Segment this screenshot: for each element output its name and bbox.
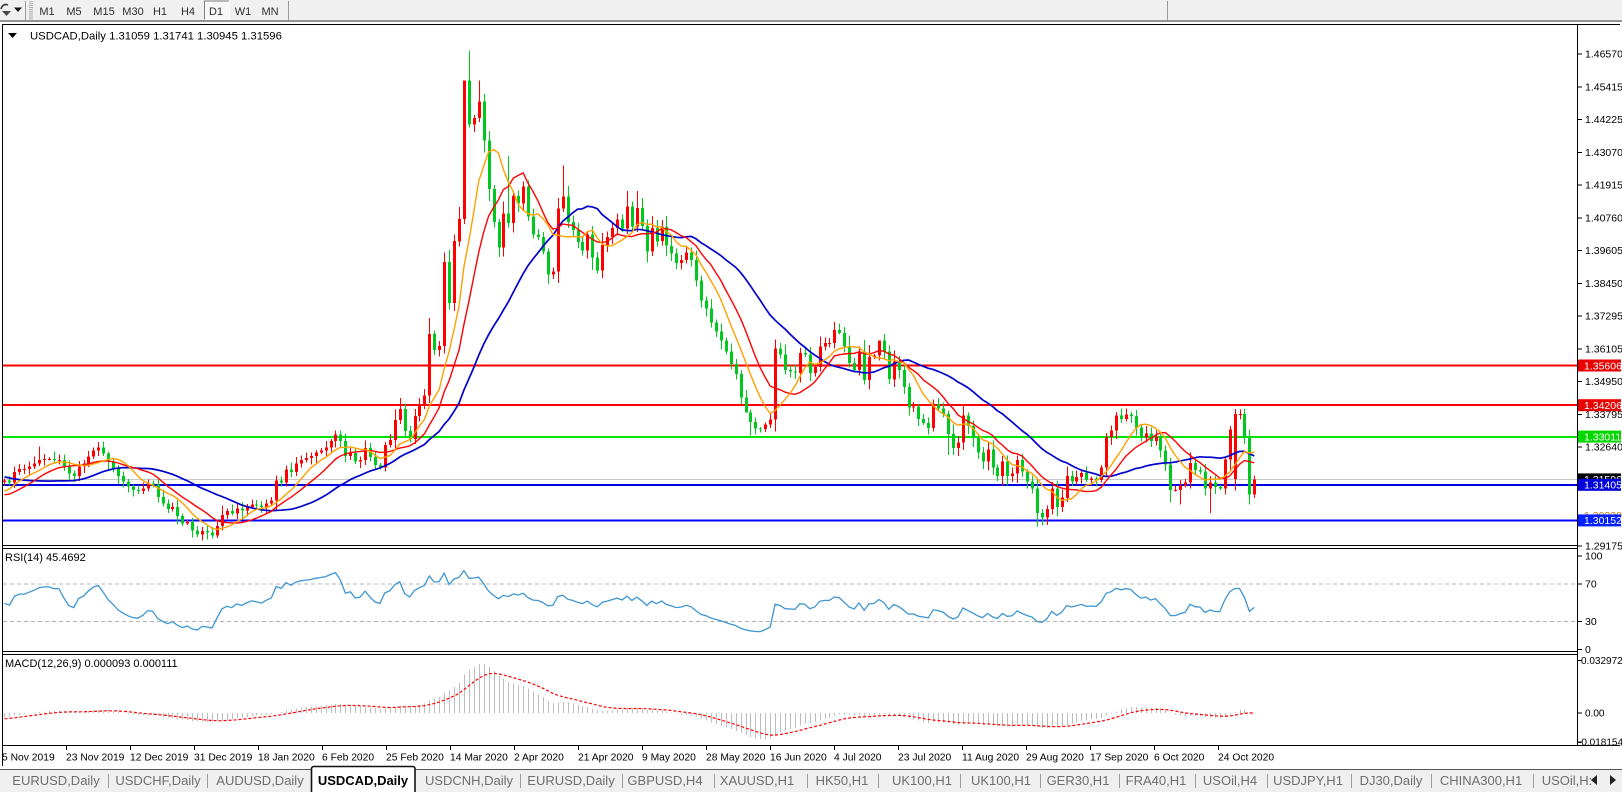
svg-text:1.34950: 1.34950 xyxy=(1585,376,1622,388)
svg-text:AUDUSD,Daily: AUDUSD,Daily xyxy=(216,773,304,788)
svg-text:25 Feb 2020: 25 Feb 2020 xyxy=(386,753,444,764)
svg-text:USOil,H:: USOil,H: xyxy=(1542,773,1593,788)
svg-text:CHINA300,H1: CHINA300,H1 xyxy=(1440,773,1522,788)
svg-text:18 Jan 2020: 18 Jan 2020 xyxy=(258,753,315,764)
svg-text:17 Sep 2020: 17 Sep 2020 xyxy=(1090,753,1149,764)
svg-text:5 Nov 2019: 5 Nov 2019 xyxy=(2,753,55,764)
svg-text:UK100,H1: UK100,H1 xyxy=(971,773,1031,788)
svg-text:31 Dec 2019: 31 Dec 2019 xyxy=(194,753,253,764)
svg-text:21 Apr 2020: 21 Apr 2020 xyxy=(578,753,634,764)
svg-text:100: 100 xyxy=(1585,551,1603,563)
svg-text:GER30,H1: GER30,H1 xyxy=(1047,773,1110,788)
svg-text:28 May 2020: 28 May 2020 xyxy=(706,753,766,764)
svg-text:1.37295: 1.37295 xyxy=(1585,311,1622,323)
svg-text:1.34206: 1.34206 xyxy=(1584,400,1622,412)
svg-text:1.40760: 1.40760 xyxy=(1585,212,1622,224)
svg-text:USOil,H4: USOil,H4 xyxy=(1203,773,1257,788)
svg-text:70: 70 xyxy=(1585,579,1597,591)
svg-text:1.36105: 1.36105 xyxy=(1585,343,1622,355)
svg-text:-0.018154: -0.018154 xyxy=(1578,737,1622,748)
svg-text:0: 0 xyxy=(1585,644,1591,656)
svg-text:M15: M15 xyxy=(93,6,114,18)
svg-text:USDJPY,H1: USDJPY,H1 xyxy=(1273,773,1343,788)
svg-text:0.00: 0.00 xyxy=(1585,709,1605,720)
svg-text:11 Aug 2020: 11 Aug 2020 xyxy=(962,753,1019,764)
svg-text:1.39605: 1.39605 xyxy=(1585,245,1622,257)
svg-text:23 Nov 2019: 23 Nov 2019 xyxy=(66,753,125,764)
svg-text:M30: M30 xyxy=(122,6,143,18)
svg-text:H1: H1 xyxy=(153,6,167,18)
svg-text:MACD(12,26,9) 0.000093 0.00011: MACD(12,26,9) 0.000093 0.000111 xyxy=(5,658,178,670)
svg-text:D1: D1 xyxy=(209,6,223,18)
svg-text:1.44225: 1.44225 xyxy=(1585,114,1622,126)
svg-text:6 Feb 2020: 6 Feb 2020 xyxy=(322,753,374,764)
svg-text:GBPUSD,H4: GBPUSD,H4 xyxy=(627,773,702,788)
svg-text:14 Mar 2020: 14 Mar 2020 xyxy=(450,753,508,764)
svg-text:6 Oct 2020: 6 Oct 2020 xyxy=(1154,753,1205,764)
svg-text:2 Apr 2020: 2 Apr 2020 xyxy=(514,753,564,764)
svg-text:1.38450: 1.38450 xyxy=(1585,278,1622,290)
svg-text:1.43070: 1.43070 xyxy=(1585,147,1622,159)
svg-text:W1: W1 xyxy=(235,6,252,18)
svg-text:1.45415: 1.45415 xyxy=(1585,81,1622,93)
svg-text:USDCNH,Daily: USDCNH,Daily xyxy=(425,773,514,788)
svg-text:USDCAD,Daily 1.31059 1.31741: USDCAD,Daily 1.31059 1.31741 1.30945 1.3… xyxy=(30,31,282,43)
svg-text:9 May 2020: 9 May 2020 xyxy=(642,753,696,764)
svg-text:24 Oct 2020: 24 Oct 2020 xyxy=(1218,753,1274,764)
svg-text:1.33795: 1.33795 xyxy=(1585,409,1622,421)
svg-text:30: 30 xyxy=(1585,616,1597,628)
svg-text:12 Dec 2019: 12 Dec 2019 xyxy=(130,753,189,764)
svg-text:29 Aug 2020: 29 Aug 2020 xyxy=(1026,753,1084,764)
svg-text:1.29175: 1.29175 xyxy=(1585,541,1622,553)
svg-text:16 Jun 2020: 16 Jun 2020 xyxy=(770,753,827,764)
svg-text:23 Jul 2020: 23 Jul 2020 xyxy=(898,753,952,764)
svg-text:M1: M1 xyxy=(39,6,54,18)
svg-text:1.30152: 1.30152 xyxy=(1584,515,1622,527)
svg-text:XAUUSD,H1: XAUUSD,H1 xyxy=(720,773,794,788)
svg-text:M5: M5 xyxy=(66,6,81,18)
svg-text:UK100,H1: UK100,H1 xyxy=(892,773,952,788)
svg-text:DJ30,Daily: DJ30,Daily xyxy=(1360,773,1423,788)
svg-text:1.35606: 1.35606 xyxy=(1584,360,1622,372)
svg-text:MN: MN xyxy=(261,6,278,18)
svg-text:H4: H4 xyxy=(181,6,195,18)
svg-text:RSI(14) 45.4692: RSI(14) 45.4692 xyxy=(5,552,86,564)
svg-text:1.31405: 1.31405 xyxy=(1584,480,1622,492)
svg-text:1.32640: 1.32640 xyxy=(1585,442,1622,454)
svg-text:USDCHF,Daily: USDCHF,Daily xyxy=(115,773,201,788)
svg-text:EURUSD,Daily: EURUSD,Daily xyxy=(12,773,100,788)
svg-text:FRA40,H1: FRA40,H1 xyxy=(1126,773,1187,788)
svg-text:USDCAD,Daily: USDCAD,Daily xyxy=(318,773,409,788)
svg-text:4 Jul 2020: 4 Jul 2020 xyxy=(834,753,882,764)
svg-text:EURUSD,Daily: EURUSD,Daily xyxy=(527,773,615,788)
svg-text:1.41915: 1.41915 xyxy=(1585,180,1622,192)
svg-text:HK50,H1: HK50,H1 xyxy=(816,773,869,788)
svg-text:0.032972: 0.032972 xyxy=(1581,656,1622,667)
svg-text:1.33011: 1.33011 xyxy=(1584,431,1621,443)
svg-text:1.46570: 1.46570 xyxy=(1585,49,1622,61)
